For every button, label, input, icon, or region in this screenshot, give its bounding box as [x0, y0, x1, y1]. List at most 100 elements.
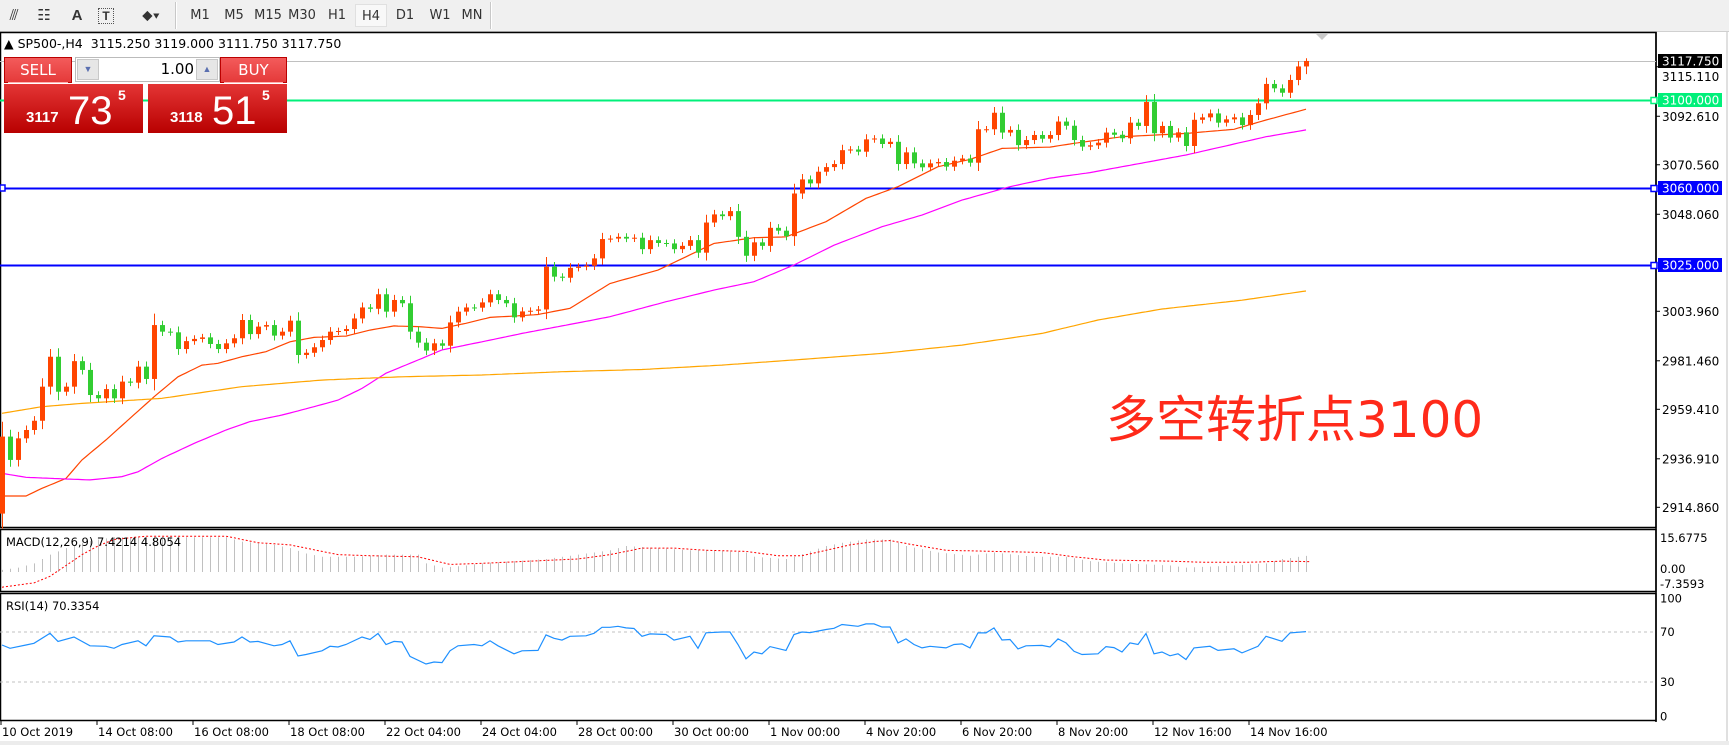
candle-body	[976, 129, 981, 163]
candle	[840, 144, 845, 170]
candle	[168, 328, 173, 336]
lot-size-stepper[interactable]: ▼ 1.00 ▲	[75, 57, 220, 82]
candle-body	[968, 158, 973, 163]
candle-body	[104, 389, 109, 399]
candle-body	[312, 347, 317, 353]
candle-body	[952, 160, 957, 167]
candle	[968, 154, 973, 167]
candle-body	[24, 430, 29, 439]
price-tick-label: 2914.860	[1662, 501, 1719, 515]
candle-body	[544, 266, 549, 310]
time-tick-label: 18 Oct 08:00	[290, 725, 365, 739]
candle	[112, 384, 117, 404]
buy-price-prefix: 3118	[170, 109, 203, 126]
candle-body	[1184, 132, 1189, 146]
candle-body	[496, 294, 501, 300]
candle	[808, 175, 813, 188]
candle-body	[72, 361, 77, 387]
buy-label: BUY	[224, 58, 283, 83]
candle-body	[304, 352, 309, 355]
candle	[880, 134, 885, 149]
lot-size-input[interactable]: 1.00	[160, 60, 194, 78]
price-label-box	[1658, 93, 1722, 107]
chart-shift-marker-icon[interactable]	[1316, 34, 1328, 40]
candle	[288, 315, 293, 337]
timeframe-m15[interactable]: M15	[254, 8, 282, 23]
candle	[488, 289, 493, 307]
text-label-icon[interactable]: T	[98, 8, 114, 24]
candle	[448, 315, 453, 353]
candle	[1168, 120, 1173, 143]
line-handle-icon[interactable]	[1650, 261, 1658, 270]
candle	[432, 338, 437, 355]
candle-body	[432, 343, 437, 351]
price-line-label: 3100.000	[1662, 94, 1719, 108]
candle-body	[984, 129, 989, 131]
time-tick-label: 12 Nov 16:00	[1154, 725, 1232, 739]
buy-button[interactable]: BUY	[220, 57, 287, 83]
line-handle-icon[interactable]	[0, 184, 6, 192]
candle	[544, 257, 549, 320]
lot-decrease-icon[interactable]: ▼	[77, 59, 99, 80]
candle	[376, 288, 381, 315]
candle	[1240, 112, 1245, 130]
candle-body	[1072, 125, 1077, 141]
candle	[1208, 109, 1213, 122]
time-tick-label: 24 Oct 04:00	[482, 725, 557, 739]
candle-body	[56, 356, 61, 392]
candle-body	[744, 236, 749, 256]
candle-body	[624, 236, 629, 239]
candle-body	[840, 150, 845, 165]
candle	[912, 147, 917, 169]
candle-body	[64, 386, 69, 392]
candle	[1040, 131, 1045, 143]
rsi-tick-label: 30	[1660, 675, 1675, 689]
candle	[1032, 130, 1037, 145]
candle	[616, 233, 621, 243]
fibonacci-fan-icon[interactable]: ⫻	[9, 6, 19, 24]
timeframe-h1[interactable]: H1	[327, 8, 347, 23]
candle	[1112, 128, 1117, 139]
candle-body	[424, 342, 429, 351]
line-handle-icon[interactable]	[1650, 184, 1658, 193]
candle	[1176, 128, 1181, 142]
timeframe-d1[interactable]: D1	[395, 8, 415, 23]
candle-body	[456, 311, 461, 323]
candle	[104, 384, 109, 404]
price-tick-label: 2959.410	[1662, 403, 1719, 417]
candle	[280, 327, 285, 340]
candle	[712, 209, 717, 228]
timeframe-h4[interactable]: H4	[355, 4, 387, 27]
timeframe-m1[interactable]: M1	[190, 8, 210, 23]
buy-price-box[interactable]: 3118 51 5	[148, 84, 287, 133]
toolbar-separator	[490, 2, 492, 29]
arrows-icon[interactable]: ⬥▾	[142, 6, 160, 24]
candle-body	[872, 138, 877, 140]
chart-annotation-text[interactable]: 多空转折点3100	[1106, 391, 1484, 449]
rsi-tick-label: 70	[1660, 625, 1675, 639]
text-icon[interactable]: A	[71, 6, 83, 24]
candle	[312, 343, 317, 357]
fibonacci-grid-icon[interactable]: ☷	[37, 7, 51, 24]
candle	[224, 339, 229, 354]
line-handle-icon[interactable]	[1650, 96, 1658, 105]
candle-body	[520, 311, 525, 318]
price-line-label: 3117.750	[1662, 55, 1719, 69]
candle	[936, 158, 941, 167]
candle	[984, 125, 989, 133]
lot-increase-icon[interactable]: ▲	[196, 59, 218, 80]
candle-body	[944, 162, 949, 167]
candle-body	[208, 337, 213, 344]
timeframe-m5[interactable]: M5	[224, 8, 244, 23]
candle	[416, 326, 421, 348]
macd-indicator	[1, 535, 1310, 588]
timeframe-mn[interactable]: MN	[461, 8, 483, 23]
sell-price-box[interactable]: 3117 73 5	[4, 84, 143, 133]
candle	[520, 307, 525, 322]
sell-button[interactable]: SELL	[4, 57, 72, 83]
timeframe-m30[interactable]: M30	[288, 8, 316, 23]
timeframe-w1[interactable]: W1	[429, 8, 451, 23]
ohlc-low: 3111.750	[218, 36, 278, 51]
candle	[744, 230, 749, 262]
